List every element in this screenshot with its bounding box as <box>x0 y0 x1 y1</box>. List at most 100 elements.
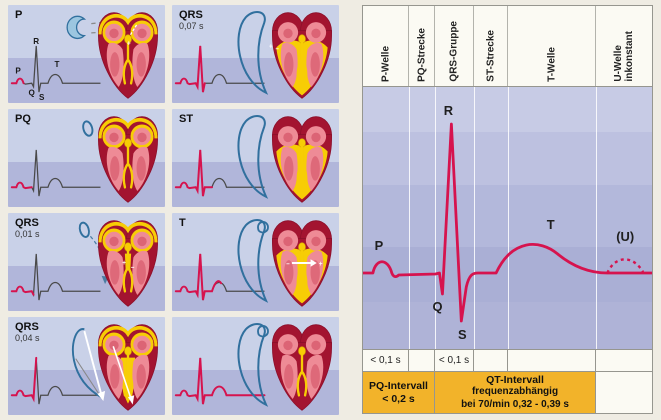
conduction-system <box>122 34 134 85</box>
heart-illustration: + + – + – – + <box>98 220 158 307</box>
column-divider <box>435 87 436 349</box>
mini-ecg-trace: P R T Q S <box>10 356 101 405</box>
pq-interval-label: PQ-Intervall <box>369 380 428 392</box>
mini-ecg-trace: P R T Q S <box>174 253 265 301</box>
vector-loop <box>237 114 269 199</box>
mini-ecg-trace: P R T Q S <box>174 45 265 93</box>
heart-illustration: + + – + – – + <box>272 116 332 203</box>
wave-label-u: (U) <box>616 229 634 244</box>
panel-duration: 0,04 s <box>15 333 40 343</box>
svg-text:–: – <box>131 264 135 272</box>
full-vector-loop-curl-icon <box>237 218 269 303</box>
qt-interval-label: QT-Intervall <box>486 373 544 386</box>
panel-duration: 0,01 s <box>15 229 40 239</box>
atria <box>277 22 327 43</box>
heart-illustration: + + – + – – + <box>272 220 332 307</box>
sa-node-arrow-icon: + <box>127 24 138 48</box>
atria-depolarized-highlight <box>98 325 158 347</box>
vector-loop <box>237 322 269 407</box>
duration-cell: < 0,1 s <box>435 350 474 371</box>
atria-depolarized-highlight <box>98 117 158 139</box>
heart-illustration: + + – + – – + <box>269 12 332 99</box>
ecg-phase-panel: T P R T Q S <box>172 213 339 311</box>
svg-text:–: – <box>275 46 279 54</box>
column-divider <box>474 87 475 349</box>
segment-column-2: PQ-Strecke <box>409 6 435 86</box>
repolarization-vector-arrow: – + <box>286 259 322 268</box>
full-vector-loop-curl-icon <box>237 322 269 407</box>
atria <box>277 334 327 355</box>
duration-cell: < 0,1 s <box>363 350 409 371</box>
highlighted-trace-segment <box>174 357 266 405</box>
panel-label: P <box>15 9 23 21</box>
segment-column-1: P-Welle <box>363 6 409 86</box>
ventricles <box>280 354 324 399</box>
heart-illustration: + + – + – – + <box>272 324 332 411</box>
ecg-phase-panel: P R T Q S <box>172 317 339 415</box>
ventricles <box>280 146 324 191</box>
segment-column-label: T-Welle <box>546 47 557 82</box>
ecg-segments-chart: P-Welle PQ-Strecke QRS-Gruppe ST-Strecke T-W… <box>362 5 653 414</box>
mini-ecg-trace: P R T Q S <box>10 37 101 101</box>
ventricles <box>106 250 150 295</box>
panel-label: QRS <box>179 9 203 21</box>
left-grid: P P R T Q S <box>8 5 339 415</box>
segment-column-label: P-Welle <box>380 46 391 82</box>
ecg-trace-area: P R Q S T (U) <box>363 87 652 349</box>
wave-label-t: T <box>547 217 555 232</box>
conduction-system <box>296 34 308 85</box>
ecg-phase-panel: P P R T Q S <box>8 5 165 103</box>
atria-depolarized-highlight <box>98 221 158 243</box>
segment-header-row: P-Welle PQ-Strecke QRS-Gruppe ST-Strecke T-W… <box>363 6 652 87</box>
ecg-label-t: T <box>55 60 60 69</box>
full-vector-loop-icon <box>237 10 269 95</box>
u-wave-dotted-curve <box>606 258 645 274</box>
highlighted-trace-segment <box>10 285 35 296</box>
segment-column-label: U-Welle inkonstant <box>613 31 635 82</box>
mini-ecg-trace: P R T Q S <box>10 149 101 197</box>
ventricles <box>280 42 324 87</box>
interval-row: PQ-Intervall < 0,2 s QT-Intervall freque… <box>363 371 652 413</box>
segment-column-3: QRS-Gruppe <box>435 6 474 86</box>
empty-duration-cell <box>508 350 596 371</box>
ventricles <box>106 146 150 191</box>
vector-loop <box>237 218 269 303</box>
heart-illustration: + + – + – – + <box>98 116 158 203</box>
partial-vector-loop-icon <box>72 328 106 401</box>
svg-text:–: – <box>286 260 290 268</box>
outer-polarity-marks: + – <box>269 43 279 53</box>
column-divider <box>508 87 509 349</box>
empty-interval-cell <box>596 372 652 413</box>
conduction-system <box>122 138 134 189</box>
wave-label-s: S <box>458 327 467 342</box>
svg-text:+: + <box>127 40 131 48</box>
ecg-waveform: P R Q S T (U) <box>363 103 652 342</box>
ecg-label-r: R <box>33 37 39 46</box>
segment-column-label: QRS-Gruppe <box>448 21 460 82</box>
mini-ecg-trace: P R T Q S <box>174 357 266 405</box>
atria-depolarized-highlight <box>98 13 158 35</box>
segment-column-4: ST-Strecke <box>474 6 508 86</box>
highlighted-trace-segment <box>10 77 25 85</box>
segment-column-label: PQ-Strecke <box>416 28 427 82</box>
heart-illustration: + + – + – – + <box>98 324 158 411</box>
pq-interval-cell: PQ-Intervall < 0,2 s <box>363 372 435 413</box>
atria <box>102 124 154 149</box>
heart-illustration: + + – + – – + <box>98 12 158 99</box>
atria <box>102 228 154 253</box>
septum-polarity-marks: + – <box>122 259 134 271</box>
ecg-phase-panel: ST P R T Q S <box>172 109 339 207</box>
segment-column-5: T-Welle <box>508 6 596 86</box>
svg-text:+: + <box>319 260 323 268</box>
empty-duration-cell <box>409 350 435 371</box>
conduction-system <box>296 138 308 189</box>
wave-label-q: Q <box>432 299 442 314</box>
conduction-system <box>122 242 134 293</box>
column-divider <box>596 87 597 349</box>
panel-label: PQ <box>15 113 31 125</box>
atria <box>277 230 327 251</box>
vector-loop <box>72 328 106 401</box>
highlighted-trace-segment <box>174 149 213 197</box>
qt-interval-note: frequenzabhängig <box>471 386 559 398</box>
